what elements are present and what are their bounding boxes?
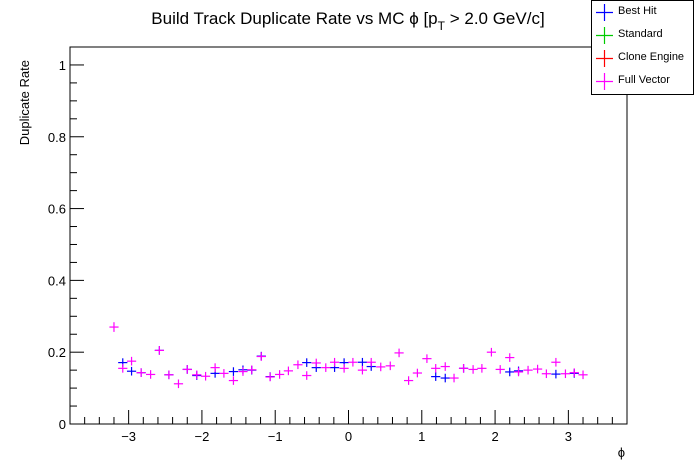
y-axis-label: Duplicate Rate: [17, 60, 32, 145]
y-tick-label: 1: [59, 58, 66, 73]
data-point-full-vector: [275, 370, 285, 379]
x-axis-label: ϕ: [618, 445, 625, 460]
x-tick-label: −1: [268, 429, 283, 444]
data-point-full-vector: [154, 346, 165, 355]
x-tick-label: −3: [121, 429, 136, 444]
data-point-full-vector: [505, 353, 515, 362]
data-point-full-vector: [376, 362, 386, 372]
data-point-full-vector: [449, 373, 459, 383]
data-point-best-hit: [357, 357, 368, 367]
data-point-best-hit: [440, 373, 450, 383]
y-tick-label: 0.2: [48, 345, 66, 360]
data-point-best-hit: [228, 367, 239, 376]
data-point-full-vector: [118, 364, 128, 373]
data-point-full-vector: [348, 357, 358, 367]
legend-marker-full-vector: [596, 73, 613, 90]
data-point-full-vector: [551, 357, 561, 367]
data-point-full-vector: [329, 357, 340, 367]
data-marks: [109, 322, 588, 389]
data-point-full-vector: [302, 371, 312, 380]
data-point-full-vector: [477, 364, 487, 373]
data-point-full-vector: [495, 365, 505, 374]
legend-label-full-vector: Full Vector: [618, 74, 670, 86]
data-point-full-vector: [578, 370, 588, 380]
data-point-full-vector: [182, 365, 192, 374]
legend-entry-standard: Standard: [592, 24, 693, 47]
data-point-full-vector: [468, 365, 478, 374]
data-point-full-vector: [560, 369, 571, 379]
data-point-full-vector: [321, 363, 331, 372]
chart-title-subscript: T: [438, 19, 446, 33]
data-point-full-vector: [366, 357, 376, 367]
data-point-full-vector: [192, 370, 202, 380]
y-tick-label: 0.8: [48, 130, 66, 145]
x-tick-label: 1: [418, 429, 425, 444]
data-point-best-hit: [302, 358, 312, 367]
legend-label-clone-engine: Clone Engine: [618, 51, 685, 63]
plot-frame: [69, 46, 628, 425]
data-point-full-vector: [238, 367, 248, 376]
data-point-full-vector: [513, 367, 524, 377]
data-point-full-vector: [293, 360, 303, 370]
legend-marker-clone-engine: [596, 50, 613, 67]
legend-entry-clone-engine: Clone Engine: [592, 47, 693, 70]
data-point-full-vector: [385, 361, 395, 371]
data-point-full-vector: [136, 368, 146, 377]
data-point-full-vector: [311, 358, 321, 368]
y-tick-label: 0.6: [48, 202, 66, 217]
chart-title: Build Track Duplicate Rate vs MC ϕ [pT >…: [151, 9, 544, 33]
x-tick-label: −2: [195, 429, 210, 444]
data-point-full-vector: [422, 354, 432, 363]
legend-marker-standard: [596, 27, 613, 44]
legend: Best Hit Standard Clone Engine Full Vect…: [591, 0, 694, 95]
data-point-full-vector: [109, 322, 119, 332]
x-tick-label: 2: [491, 429, 498, 444]
data-point-full-vector: [403, 376, 414, 385]
legend-entry-best-hit: Best Hit: [592, 1, 693, 24]
x-tick-label: 3: [565, 429, 572, 444]
data-point-full-vector: [146, 370, 156, 379]
axes: 0 0.2 0.4 0.6 0.8 1 −3 −2 −1 0 1 2 3: [48, 46, 628, 444]
data-point-full-vector: [247, 365, 257, 375]
data-point-full-vector: [541, 369, 551, 379]
data-point-full-vector: [458, 364, 469, 373]
data-point-full-vector: [486, 347, 497, 357]
data-point-full-vector: [394, 348, 404, 358]
data-point-full-vector: [440, 362, 450, 371]
data-point-full-vector: [200, 371, 211, 381]
data-point-full-vector: [412, 368, 422, 378]
data-point-best-hit: [126, 366, 137, 376]
chart-title-main: Build Track Duplicate Rate vs MC ϕ [p: [151, 9, 437, 28]
x-tick-label: 0: [345, 429, 352, 444]
data-point-full-vector: [431, 364, 441, 373]
legend-label-standard: Standard: [618, 28, 663, 40]
legend-marker-best-hit: [596, 4, 613, 21]
data-point-best-hit: [551, 369, 561, 379]
chart-title-tail: > 2.0 GeV/c]: [445, 9, 545, 28]
data-point-full-vector: [569, 368, 579, 377]
data-point-full-vector: [210, 363, 220, 372]
data-point-full-vector: [283, 366, 294, 376]
legend-label-best-hit: Best Hit: [618, 5, 657, 17]
data-point-full-vector: [265, 372, 275, 382]
data-point-full-vector: [532, 364, 543, 374]
data-point-full-vector: [256, 352, 266, 361]
data-point-full-vector: [339, 364, 349, 373]
data-point-full-vector: [126, 356, 137, 366]
y-tick-label: 0: [59, 417, 66, 432]
data-point-full-vector: [173, 379, 184, 389]
data-point-full-vector: [228, 376, 239, 385]
y-tick-label: 0.4: [48, 273, 66, 288]
data-point-full-vector: [164, 370, 174, 380]
data-point-full-vector: [219, 369, 229, 378]
data-point-best-hit: [431, 372, 441, 381]
legend-entry-full-vector: Full Vector: [592, 70, 693, 93]
data-point-full-vector: [357, 365, 368, 375]
data-point-best-hit: [505, 367, 515, 377]
data-point-full-vector: [523, 365, 533, 375]
